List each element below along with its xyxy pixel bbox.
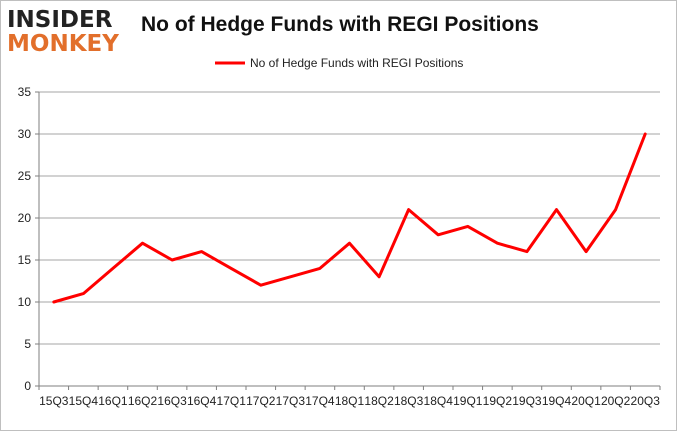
y-tick-label: 35 [18, 85, 32, 99]
data-point [614, 208, 617, 211]
data-point [230, 267, 233, 270]
x-tick-label: 19Q1 [453, 394, 483, 408]
y-tick-label: 30 [18, 127, 32, 141]
x-tick-label: 16Q1 [98, 394, 128, 408]
y-tick-label: 5 [24, 337, 31, 351]
data-point [407, 208, 410, 211]
data-point [525, 250, 529, 253]
insider-monkey-logo: INSIDER MONKEY [7, 7, 129, 57]
x-tick-label: 16Q3 [157, 394, 187, 408]
series-lines [52, 132, 647, 304]
x-tick-label: 19Q3 [512, 394, 542, 408]
y-tick-label: 20 [18, 211, 32, 225]
data-point [496, 242, 499, 245]
data-point [200, 250, 203, 253]
x-tick-label: 16Q2 [128, 394, 158, 408]
data-point [555, 208, 558, 211]
data-point [170, 258, 174, 262]
data-point [82, 292, 85, 295]
x-tick-label: 19Q4 [542, 394, 572, 408]
legend-label: No of Hedge Funds with REGI Positions [250, 56, 463, 70]
x-tick-label: 18Q4 [424, 394, 454, 408]
axes [38, 92, 660, 387]
x-axis-ticks: 15Q3 15Q4 16Q1 16Q2 16Q3 16Q4 17Q1 17Q2 17Q3 17Q4… [38, 386, 661, 408]
logo-line-2: MONKEY [7, 31, 119, 57]
x-tick-label: 18Q3 [394, 394, 424, 408]
data-point [466, 225, 469, 228]
data-point [644, 132, 647, 136]
grid-lines [39, 91, 660, 387]
logo-line-1: INSIDER [7, 7, 113, 33]
x-tick-label: 18Q1 [335, 394, 365, 408]
y-tick-label: 0 [24, 379, 31, 393]
data-point [318, 267, 322, 270]
x-tick-label: 17Q4 [305, 394, 335, 408]
x-tick-label: 15Q4 [69, 394, 99, 408]
x-tick-label: 17Q3 [276, 394, 306, 408]
x-tick-label: 15Q3 [39, 394, 69, 408]
data-point [52, 300, 55, 304]
y-axis-ticks: 0 5 10 15 20 25 30 35 [18, 85, 39, 393]
x-tick-label: 17Q2 [246, 394, 276, 408]
y-tick-label: 25 [18, 169, 32, 183]
y-tick-label: 10 [18, 295, 32, 309]
data-point [437, 233, 440, 236]
data-point [259, 284, 262, 287]
data-point [348, 242, 351, 245]
data-point [141, 242, 144, 245]
x-tick-label: 16Q4 [187, 394, 217, 408]
data-point [111, 267, 115, 270]
x-tick-label: 18Q2 [364, 394, 394, 408]
x-tick-label: 17Q1 [217, 394, 247, 408]
x-tick-label: 19Q2 [483, 394, 513, 408]
data-point [377, 275, 381, 278]
x-tick-label: 20Q3 [631, 394, 661, 408]
data-point [289, 275, 292, 278]
legend: No of Hedge Funds with REGI Positions [215, 56, 463, 70]
x-tick-label: 20Q2 [601, 394, 631, 408]
data-point [584, 250, 588, 253]
y-tick-label: 15 [18, 253, 32, 267]
x-tick-label: 20Q1 [571, 394, 601, 408]
chart-title: No of Hedge Funds with REGI Positions [141, 13, 539, 36]
